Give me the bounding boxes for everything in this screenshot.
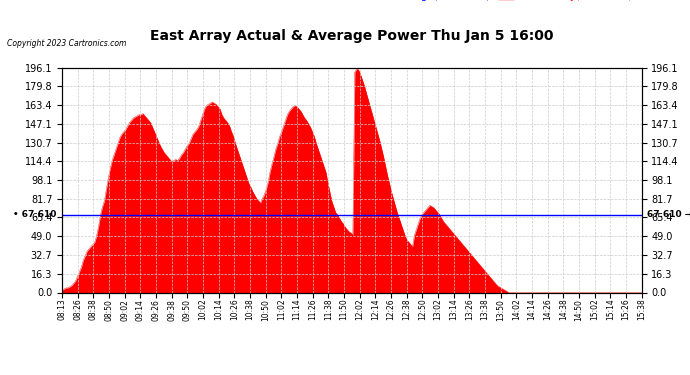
- Text: • 67.610: • 67.610: [13, 210, 57, 219]
- Legend: Average(DC Watts), East Array(DC Watts): Average(DC Watts), East Array(DC Watts): [362, 0, 636, 6]
- Title: East Array Actual & Average Power Thu Jan 5 16:00: East Array Actual & Average Power Thu Ja…: [150, 29, 553, 43]
- Text: 67.610 →: 67.610 →: [647, 210, 690, 219]
- Text: Copyright 2023 Cartronics.com: Copyright 2023 Cartronics.com: [7, 39, 126, 48]
